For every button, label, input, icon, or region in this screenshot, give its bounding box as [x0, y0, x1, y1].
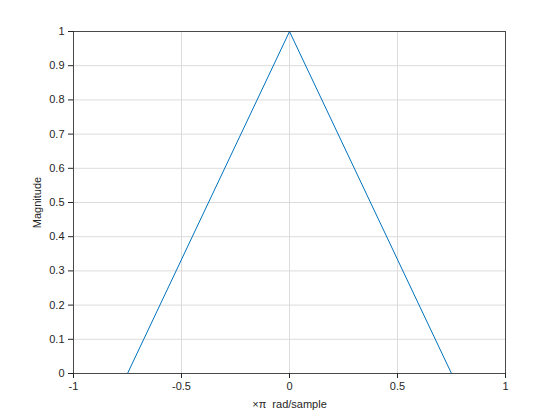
svg-text:0: 0	[58, 367, 64, 379]
svg-text:1: 1	[502, 380, 508, 392]
svg-text:0.2: 0.2	[49, 299, 64, 311]
svg-text:0.5: 0.5	[49, 196, 64, 208]
svg-text:0.4: 0.4	[49, 230, 64, 242]
svg-text:0.1: 0.1	[49, 333, 64, 345]
svg-text:0.9: 0.9	[49, 59, 64, 71]
svg-text:0.5: 0.5	[390, 380, 405, 392]
svg-text:-0.5: -0.5	[172, 380, 191, 392]
svg-text:0.7: 0.7	[49, 128, 64, 140]
svg-text:0.3: 0.3	[49, 264, 64, 276]
svg-text:0.6: 0.6	[49, 162, 64, 174]
svg-text:-1: -1	[69, 380, 79, 392]
svg-text:Magnitude: Magnitude	[31, 177, 43, 228]
svg-text:0: 0	[286, 380, 292, 392]
svg-text:×π rad/sample: ×π rad/sample	[252, 398, 327, 410]
svg-text:1: 1	[58, 25, 64, 37]
svg-text:0.8: 0.8	[49, 93, 64, 105]
